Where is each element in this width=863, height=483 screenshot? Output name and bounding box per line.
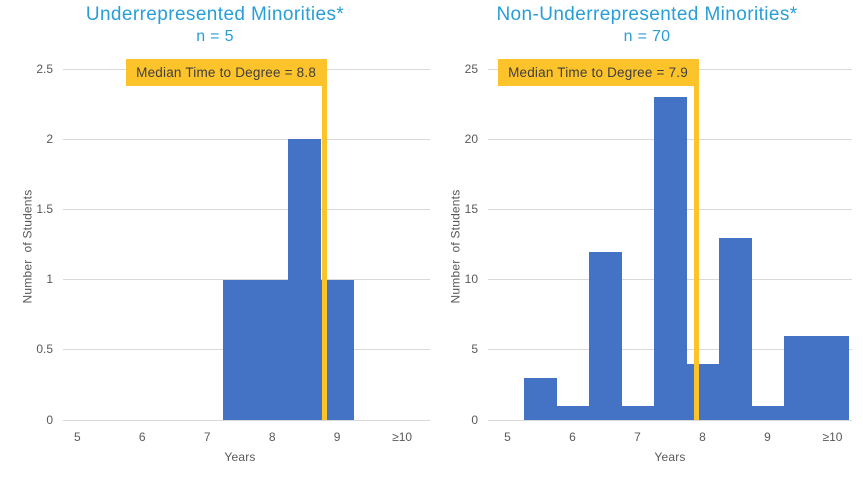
- median-annotation: Median Time to Degree = 8.8: [125, 59, 327, 86]
- histogram-bar: [718, 237, 752, 420]
- y-axis-tick-label: 1.5: [36, 201, 53, 216]
- gridline: [63, 419, 430, 421]
- x-axis-tick-label: 8: [268, 430, 276, 444]
- y-axis-tick-label: 0.5: [36, 342, 53, 357]
- chart-title: Underrepresented Minorities*: [85, 4, 345, 25]
- x-axis-tick-label: 7: [634, 430, 641, 444]
- y-axis-tick-label: 5: [471, 342, 478, 357]
- chart-title: Non-Underrepresented Minorities*: [496, 4, 798, 25]
- histogram-bar: [653, 97, 687, 420]
- x-axis-tick-label: 8: [699, 430, 706, 444]
- x-axis-tick-label: ≥10: [392, 430, 413, 444]
- x-axis-tick-label: 5: [73, 430, 81, 444]
- x-axis-tick-label: 6: [569, 430, 576, 444]
- histogram-bar: [255, 279, 289, 420]
- x-axis-tick-label: 6: [138, 430, 146, 444]
- x-axis-tick-label: 9: [764, 430, 771, 444]
- gridline: [63, 208, 430, 210]
- y-axis-tick-label: 20: [464, 131, 478, 146]
- histogram-bar: [783, 335, 817, 420]
- histogram-bar: [686, 363, 720, 420]
- histogram-bar: [223, 279, 257, 420]
- y-axis-tick-label: 1: [46, 272, 53, 287]
- histogram-bar: [523, 377, 557, 420]
- median-line: [321, 86, 327, 420]
- median-annotation: Median Time to Degree = 7.9: [497, 59, 699, 86]
- histogram-bar: [588, 251, 622, 420]
- histogram-bar: [556, 406, 590, 420]
- y-axis-tick-label: 0: [46, 412, 53, 427]
- y-axis-tick-label: 25: [464, 61, 478, 76]
- x-axis-tick-label: 7: [203, 430, 211, 444]
- chart-sample-size: n = 5: [196, 28, 234, 45]
- chart-sample-size: n = 70: [623, 28, 671, 45]
- x-axis-tick-label: 9: [333, 430, 341, 444]
- y-axis-tick-label: 15: [464, 201, 478, 216]
- histogram-bar: [621, 406, 655, 420]
- x-axis-tick-label: 5: [504, 430, 511, 444]
- x-axis-title: Years: [654, 450, 686, 464]
- gridline: [488, 419, 852, 421]
- x-axis-tick-label: ≥10: [822, 430, 843, 444]
- histogram-bar: [751, 406, 785, 420]
- x-axis-title: Years: [224, 450, 256, 464]
- gridline: [63, 138, 430, 140]
- y-axis-tick-label: 2.5: [36, 61, 53, 76]
- histogram-bar: [288, 139, 322, 420]
- y-axis-tick-label: 0: [471, 412, 478, 427]
- median-line: [693, 86, 699, 420]
- y-axis-tick-label: 2: [46, 131, 53, 146]
- histogram-bar: [816, 335, 850, 420]
- y-axis-tick-label: 10: [464, 272, 478, 287]
